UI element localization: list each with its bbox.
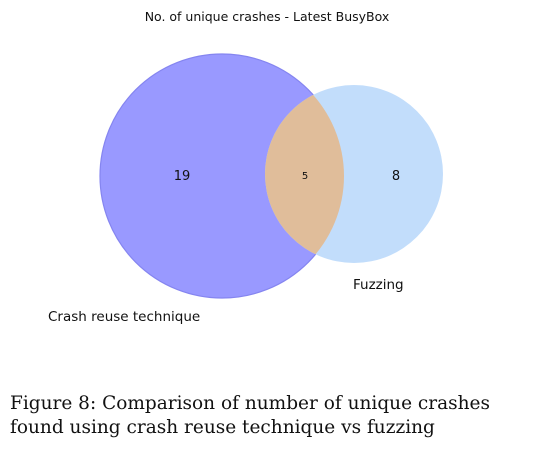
venn-diagram: No. of unique crashes - Latest BusyBox 1… <box>0 0 535 380</box>
intersection-value: 5 <box>302 171 308 182</box>
set-a-label: Crash reuse technique <box>48 309 200 325</box>
set-a-only-value: 19 <box>174 169 191 184</box>
set-b-only-value: 8 <box>392 169 400 184</box>
figure-caption: Figure 8: Comparison of number of unique… <box>10 392 530 440</box>
chart-title: No. of unique crashes - Latest BusyBox <box>145 9 390 24</box>
set-b-label: Fuzzing <box>353 277 404 293</box>
